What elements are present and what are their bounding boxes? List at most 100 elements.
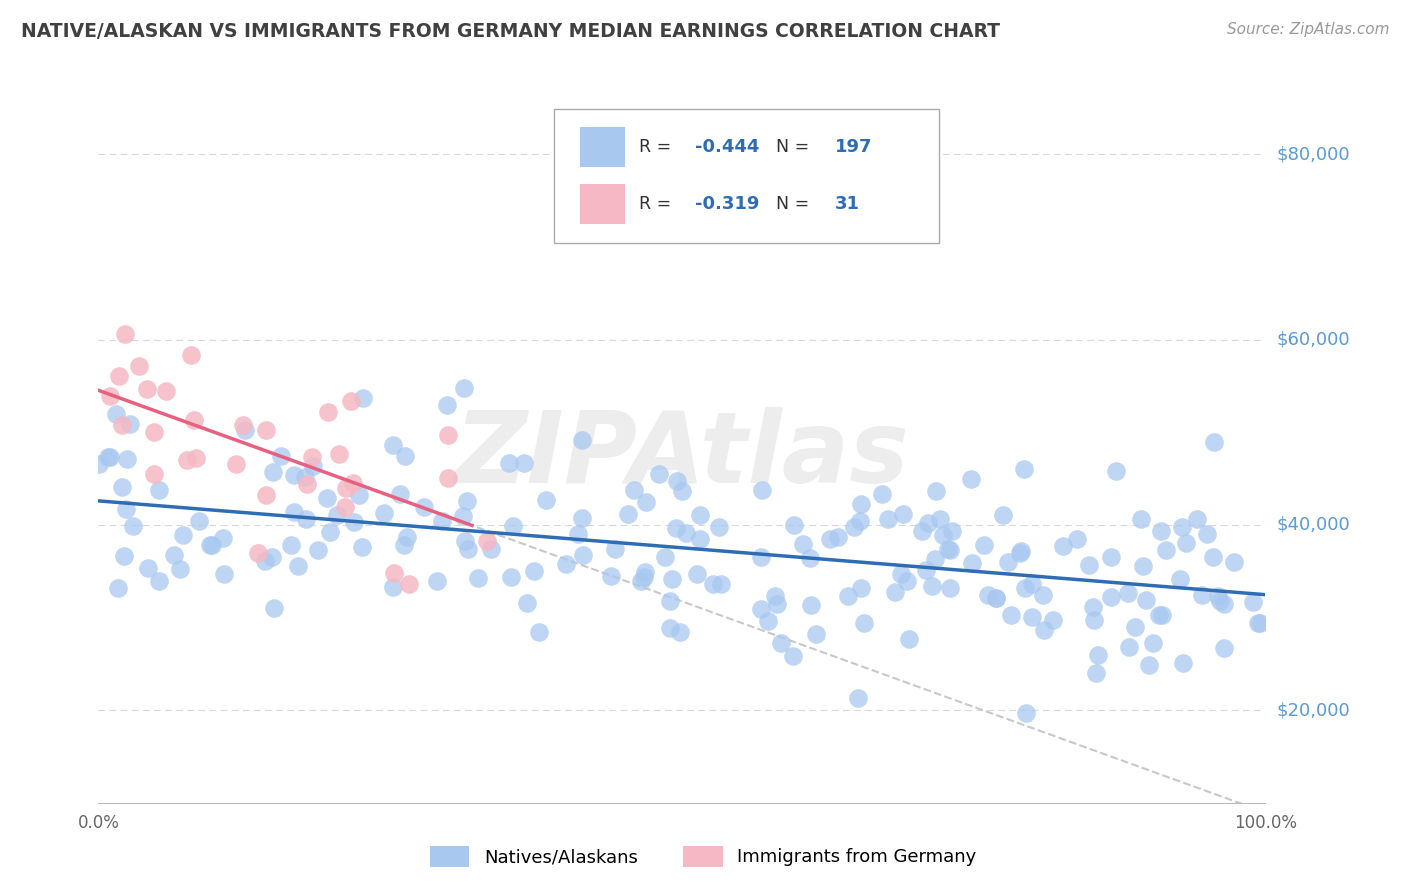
Point: [270, 449, 292, 463]
Point: [800, 598, 823, 612]
Point: [783, 517, 806, 532]
Text: -0.319: -0.319: [695, 195, 759, 213]
Point: [751, 483, 773, 497]
Point: [262, 466, 284, 480]
Point: [301, 450, 323, 464]
Point: [1105, 464, 1128, 478]
Point: [973, 538, 995, 552]
Point: [665, 521, 688, 535]
Point: [1150, 524, 1173, 538]
Point: [1084, 666, 1107, 681]
Point: [499, 570, 522, 584]
Point: [280, 538, 302, 552]
Point: [1083, 613, 1105, 627]
Point: [960, 472, 983, 486]
Point: [1052, 539, 1074, 553]
Point: [316, 491, 339, 506]
Point: [921, 579, 943, 593]
Point: [122, 519, 145, 533]
Point: [665, 474, 688, 488]
Point: [143, 425, 166, 439]
Point: [1174, 535, 1197, 549]
Point: [283, 505, 305, 519]
Point: [658, 622, 681, 636]
Point: [437, 471, 460, 485]
Point: [827, 530, 849, 544]
Point: [782, 648, 804, 663]
Point: [634, 565, 657, 579]
Point: [523, 564, 546, 578]
Point: [513, 456, 536, 470]
Point: [567, 526, 589, 541]
Point: [702, 576, 724, 591]
Point: [849, 497, 872, 511]
Point: [1156, 543, 1178, 558]
Point: [603, 541, 626, 556]
Point: [233, 423, 256, 437]
Point: [924, 551, 946, 566]
Text: Source: ZipAtlas.com: Source: ZipAtlas.com: [1226, 22, 1389, 37]
Point: [180, 348, 202, 362]
Point: [1087, 648, 1109, 662]
Point: [671, 484, 693, 499]
Point: [853, 615, 876, 630]
Point: [1012, 462, 1035, 476]
Point: [756, 614, 779, 628]
Point: [98, 389, 121, 403]
Point: [877, 512, 900, 526]
Point: [142, 467, 165, 482]
Point: [1150, 607, 1173, 622]
Point: [623, 483, 645, 498]
Point: [302, 458, 325, 473]
Point: [294, 470, 316, 484]
Point: [107, 581, 129, 595]
Point: [1123, 620, 1146, 634]
Point: [617, 507, 640, 521]
Point: [394, 449, 416, 463]
Point: [984, 591, 1007, 606]
Point: [1195, 526, 1218, 541]
Point: [792, 537, 814, 551]
Point: [1014, 581, 1036, 595]
Point: [661, 572, 683, 586]
Point: [1170, 520, 1192, 534]
Point: [1247, 615, 1270, 630]
Point: [941, 524, 963, 538]
Point: [502, 519, 524, 533]
Point: [352, 391, 374, 405]
Point: [654, 550, 676, 565]
Point: [896, 574, 918, 588]
Point: [1173, 656, 1195, 670]
Point: [1008, 545, 1031, 559]
Point: [707, 520, 730, 534]
Point: [658, 594, 681, 608]
Point: [262, 550, 284, 565]
Point: [437, 427, 460, 442]
Point: [430, 514, 453, 528]
Point: [1147, 607, 1170, 622]
Point: [917, 516, 939, 531]
Point: [155, 384, 177, 398]
Point: [872, 487, 894, 501]
Point: [343, 515, 366, 529]
Point: [669, 624, 692, 639]
Point: [316, 405, 339, 419]
Point: [254, 554, 277, 568]
Point: [766, 597, 789, 611]
Point: [183, 412, 205, 426]
Text: $80,000: $80,000: [1277, 145, 1350, 163]
Point: [1191, 588, 1213, 602]
Point: [1249, 616, 1271, 631]
Point: [97, 450, 120, 464]
Point: [848, 514, 870, 528]
Point: [200, 538, 222, 552]
Point: [169, 562, 191, 576]
Point: [1000, 607, 1022, 622]
Text: R =: R =: [638, 195, 676, 213]
Point: [225, 457, 247, 471]
Point: [1014, 706, 1036, 720]
Point: [326, 508, 349, 522]
Point: [1118, 640, 1140, 654]
Point: [254, 488, 277, 502]
Point: [287, 558, 309, 573]
